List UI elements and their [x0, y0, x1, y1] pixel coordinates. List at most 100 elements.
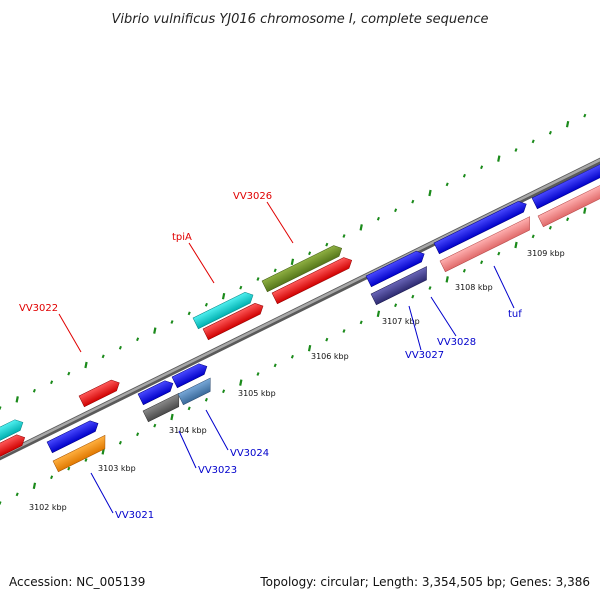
gene-arrow-pink-2[interactable]	[537, 180, 600, 228]
scale-minor-tick	[308, 251, 312, 256]
scale-minor-tick	[566, 217, 570, 222]
scale-major-tick	[497, 155, 501, 162]
gene-arrow-cyan-edge[interactable]	[0, 417, 26, 445]
gene-arrow-red-edge[interactable]	[0, 432, 27, 461]
gene-arrow-vv3026[interactable]	[261, 243, 344, 293]
scale-minor-tick	[445, 182, 449, 187]
scale-minor-tick	[514, 148, 518, 152]
scale-minor-tick	[548, 130, 552, 135]
gene-label-vv3023[interactable]: VV3023	[198, 465, 237, 476]
scale-minor-tick	[204, 302, 208, 307]
scale-major-tick	[170, 413, 174, 421]
scale-minor-tick	[394, 208, 398, 213]
scale-major-tick	[307, 344, 312, 352]
scale-minor-tick	[50, 380, 54, 385]
scale-minor-tick	[187, 311, 191, 316]
scale-minor-tick	[84, 458, 88, 462]
gene-arrow-vv3021[interactable]	[52, 434, 110, 473]
tick-label: 3106 kbp	[311, 352, 349, 361]
scale-minor-tick	[0, 406, 2, 410]
lower-scale-track	[0, 207, 587, 505]
gene-arrow-vv3027[interactable]	[370, 266, 432, 306]
gene-arrow-vv3024[interactable]	[177, 377, 216, 406]
scale-major-tick	[445, 276, 449, 283]
gene-arrow-red-3[interactable]	[271, 255, 354, 305]
gene-arrow-red-2[interactable]	[202, 301, 266, 341]
scale-major-tick	[583, 207, 587, 214]
scale-minor-tick	[531, 234, 535, 239]
gene-label-vv3021[interactable]: VV3021	[115, 510, 154, 521]
scale-minor-tick	[239, 285, 243, 290]
gene-arrow-tpia[interactable]	[192, 290, 256, 330]
scale-minor-tick	[50, 475, 54, 480]
gene-label-tuf[interactable]: tuf	[508, 309, 522, 320]
gene-arrow-blue-3[interactable]	[365, 249, 427, 288]
scale-minor-tick	[187, 406, 191, 411]
scale-minor-tick	[101, 354, 105, 359]
scale-minor-tick	[170, 320, 174, 324]
scale-minor-tick	[153, 423, 157, 428]
scale-minor-tick	[394, 303, 398, 308]
scale-minor-tick	[376, 216, 380, 221]
gene-arrow-blue-2[interactable]	[171, 361, 210, 389]
gene-labels: VV3022 tpiA VV3026 VV3021 VV3023 VV3024 …	[19, 191, 522, 521]
gene-label-vv3022[interactable]: VV3022	[19, 303, 58, 314]
gene-arrow-blue-4[interactable]	[433, 199, 529, 255]
gene-label-tpia[interactable]: tpiA	[172, 232, 192, 243]
scale-minor-tick	[273, 268, 277, 273]
scale-minor-tick	[256, 277, 260, 281]
scale-minor-tick	[256, 372, 260, 376]
gene-label-vv3024[interactable]: VV3024	[230, 448, 269, 459]
tick-label: 3102 kbp	[29, 503, 67, 512]
gene-features	[0, 160, 600, 473]
scale-minor-tick	[428, 286, 432, 290]
label-leaders	[58, 201, 515, 514]
scale-minor-tick	[480, 165, 484, 170]
scale-major-tick	[290, 258, 295, 266]
scale-major-tick	[514, 241, 518, 249]
scale-minor-tick	[531, 139, 535, 144]
gene-arrow-blue-1[interactable]	[137, 378, 176, 406]
scale-minor-tick	[32, 388, 36, 393]
scale-minor-tick	[118, 440, 122, 445]
scale-major-tick	[84, 361, 88, 369]
scale-minor-tick	[15, 492, 19, 497]
gene-label-vv3026[interactable]: VV3026	[233, 191, 272, 202]
scale-minor-tick	[325, 242, 329, 247]
tick-label: 3107 kbp	[382, 317, 420, 326]
map-title: Vibrio vulnificus YJ016 chromosome I, co…	[111, 12, 488, 27]
scale-minor-tick	[273, 363, 277, 368]
gene-arrow-tuf[interactable]	[439, 216, 535, 273]
tick-labels: 3102 kbp 3103 kbp 3104 kbp 3105 kbp 3106…	[29, 249, 565, 512]
scale-major-tick	[32, 482, 37, 490]
gene-label-vv3027[interactable]: VV3027	[405, 350, 444, 361]
scale-minor-tick	[359, 320, 363, 325]
scale-minor-tick	[342, 329, 346, 333]
scale-major-tick	[221, 292, 226, 300]
gene-arrow-vv3022[interactable]	[78, 377, 122, 408]
genome-summary-text: Topology: circular; Length: 3,354,505 bp…	[259, 575, 590, 589]
scale-minor-tick	[548, 225, 552, 230]
gene-arrow-blue-6[interactable]	[46, 418, 101, 454]
scale-major-tick	[15, 396, 19, 403]
scale-minor-tick	[67, 371, 71, 376]
tick-label: 3104 kbp	[169, 426, 207, 435]
scale-minor-tick	[583, 113, 587, 118]
scale-minor-tick	[411, 199, 415, 204]
accession-text: Accession: NC_005139	[9, 575, 145, 589]
scale-minor-tick	[342, 234, 346, 238]
tick-label: 3108 kbp	[455, 283, 493, 292]
scale-major-tick	[565, 120, 570, 128]
scale-major-tick	[376, 310, 381, 318]
scale-minor-tick	[136, 337, 140, 342]
scale-minor-tick	[290, 354, 294, 359]
scale-minor-tick	[480, 260, 484, 265]
scale-minor-tick	[462, 268, 466, 273]
gene-arrow-blue-5[interactable]	[531, 160, 600, 210]
gene-label-vv3028[interactable]: VV3028	[437, 337, 476, 348]
scale-major-tick	[359, 224, 363, 231]
gene-arrow-vv3023[interactable]	[142, 392, 184, 423]
tick-label: 3109 kbp	[527, 249, 565, 258]
scale-minor-tick	[0, 501, 2, 505]
scale-minor-tick	[325, 337, 329, 342]
